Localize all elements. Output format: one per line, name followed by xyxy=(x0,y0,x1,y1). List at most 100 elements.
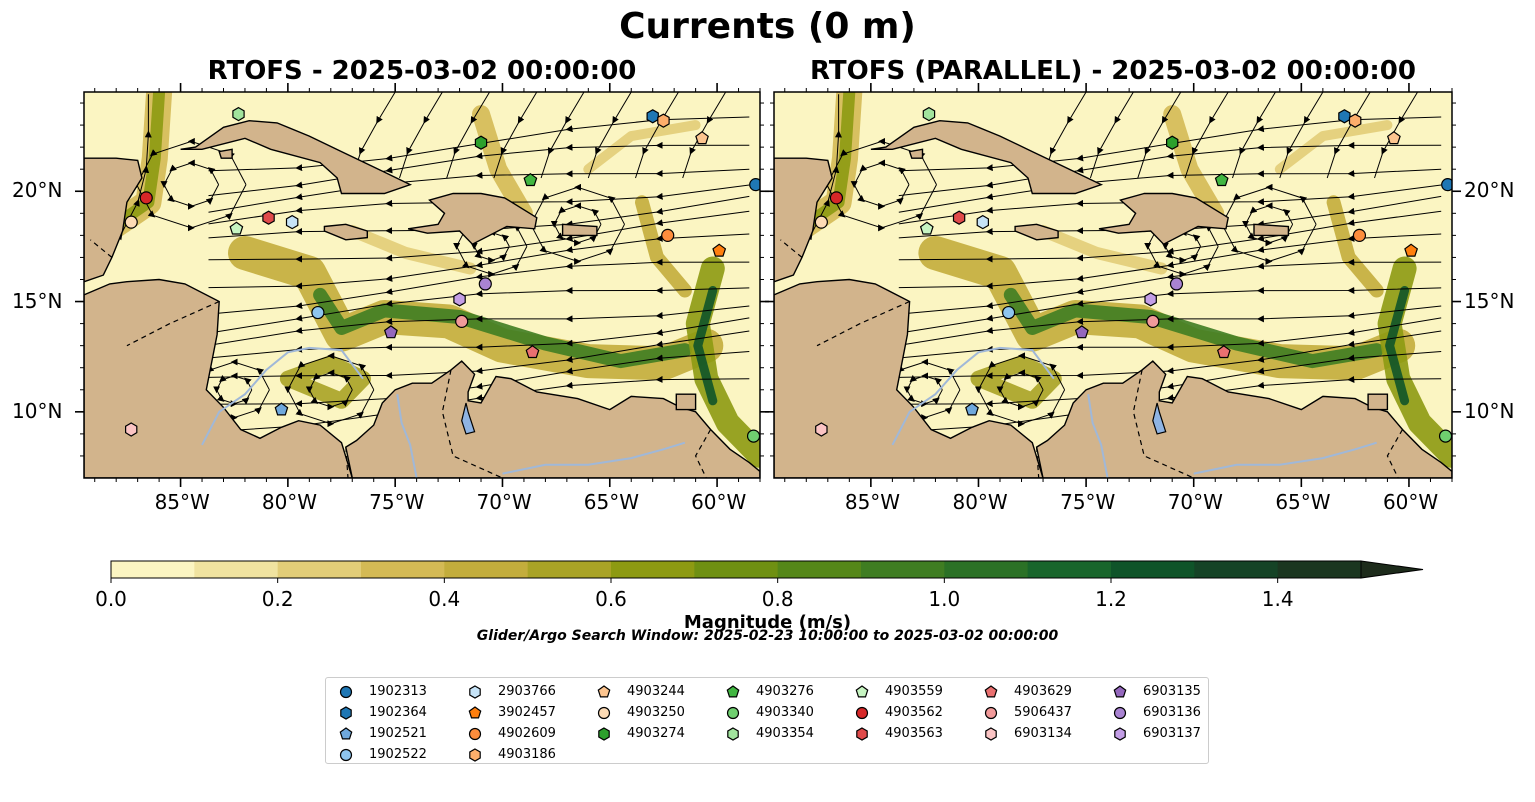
river xyxy=(502,441,686,475)
legend-marker-circle-icon xyxy=(984,706,998,720)
float-marker-3902457 xyxy=(1404,243,1419,257)
legend-label: 5906437 xyxy=(1014,705,1072,720)
current-band xyxy=(1385,286,1410,406)
colorbar-tick-label: 1.0 xyxy=(928,587,961,611)
legend-marker-hexagon-icon xyxy=(1114,727,1126,741)
map-panel-1 xyxy=(75,83,769,487)
legend-label: 4903354 xyxy=(756,726,814,741)
landmass xyxy=(1035,360,1452,478)
legend-marker-circle-icon xyxy=(468,727,482,741)
legend-item-4903562: 4903562 xyxy=(852,703,977,723)
float-marker-4903563 xyxy=(262,210,275,225)
river xyxy=(891,346,1055,446)
float-marker-6903137 xyxy=(453,292,466,307)
x-tick-label: 60°W xyxy=(1382,490,1439,514)
legend-marker-pentagon-icon xyxy=(468,706,482,719)
y-tick-label: 15°N xyxy=(12,288,63,313)
float-marker-4903244 xyxy=(1386,131,1401,145)
legend-marker-hexagon-icon xyxy=(598,727,610,741)
landmass xyxy=(1014,223,1059,241)
y-tick-label: 20°N xyxy=(12,178,63,203)
legend-marker xyxy=(598,727,610,741)
legend-label: 6903134 xyxy=(1014,726,1072,741)
legend: 1902313 1902364 1902521 1902522 2903766 39024… xyxy=(325,677,1209,764)
y-tick-label: 10°N xyxy=(1464,398,1515,423)
x-tick-label: 80°W xyxy=(952,490,1008,514)
landmass xyxy=(407,192,538,246)
float-marker-4903340 xyxy=(1438,429,1452,443)
float-marker-4903559 xyxy=(919,221,934,235)
legend-marker xyxy=(985,727,997,741)
legend-item-4902609: 4902609 xyxy=(465,724,590,744)
legend-marker-hexagon-icon xyxy=(856,727,868,741)
legend-label: 4903629 xyxy=(1014,684,1072,699)
country-border xyxy=(1132,369,1194,478)
legend-marker xyxy=(727,727,739,741)
current-band xyxy=(693,286,718,406)
landmass xyxy=(908,148,924,159)
landmass xyxy=(774,278,1044,478)
colorbar-bin xyxy=(1027,561,1112,578)
float-marker-1902521 xyxy=(965,402,979,416)
float-marker-4903340 xyxy=(746,429,760,443)
colorbar-tick-label: 0.6 xyxy=(595,587,627,611)
legend-item-4903250: 4903250 xyxy=(594,703,719,723)
legend-item-4903563: 4903563 xyxy=(852,724,977,744)
legend-marker-circle-icon xyxy=(726,706,740,720)
land xyxy=(84,119,760,478)
landmass xyxy=(561,223,598,237)
landmass xyxy=(84,278,354,478)
river xyxy=(201,346,364,446)
x-tick-label: 70°W xyxy=(476,490,532,514)
x-tick-label: 60°W xyxy=(691,490,747,514)
legend-item-1902522: 1902522 xyxy=(336,745,461,765)
float-marker-4903563 xyxy=(952,210,966,225)
legend-marker-pentagon-icon xyxy=(726,685,740,698)
y-tick-label: 20°N xyxy=(1464,178,1515,203)
legend-marker xyxy=(984,706,998,720)
legend-marker xyxy=(468,727,482,741)
float-marker-4903274 xyxy=(474,135,488,150)
colorbar-bin xyxy=(1194,561,1279,578)
country-border xyxy=(780,239,803,258)
colorbar-extend-arrow xyxy=(1360,560,1424,579)
legend-item-6903137: 6903137 xyxy=(1110,724,1235,744)
river xyxy=(396,394,418,478)
legend-item-4903340: 4903340 xyxy=(723,703,848,723)
landmass xyxy=(180,119,413,195)
legend-item-3902457: 3902457 xyxy=(465,703,590,723)
float-marker-6903134 xyxy=(125,422,138,437)
landmass xyxy=(345,360,760,478)
landmass xyxy=(84,157,143,283)
river xyxy=(1193,441,1377,475)
legend-label: 4903340 xyxy=(756,705,814,720)
legend-marker-pentagon-icon xyxy=(1113,685,1127,698)
float-marker-6903137 xyxy=(1144,292,1157,307)
x-tick-label: 85°W xyxy=(154,490,210,514)
streamline xyxy=(446,92,491,179)
legend-item-6903135: 6903135 xyxy=(1110,682,1235,702)
colorbar-bin xyxy=(694,561,779,578)
x-tick-label: 75°W xyxy=(369,490,425,514)
streamline xyxy=(1279,92,1324,179)
float-marker-4903562 xyxy=(829,191,844,205)
legend-label: 4903559 xyxy=(885,684,943,699)
float-marker-4902609 xyxy=(661,228,675,242)
legend-label: 1902364 xyxy=(369,705,427,720)
float-marker-4903354 xyxy=(922,106,936,122)
colorbar-bin xyxy=(777,561,862,578)
legend-marker xyxy=(726,685,740,698)
x-tick-label: 85°W xyxy=(844,490,901,514)
legend-label: 4903244 xyxy=(627,684,685,699)
axis-ticks xyxy=(765,83,1461,487)
country-border xyxy=(441,369,503,478)
float-marker-5906437 xyxy=(455,314,469,328)
legend-marker xyxy=(1113,685,1127,698)
landmass xyxy=(1367,393,1389,411)
float-marker-1902522 xyxy=(311,305,325,320)
legend-label: 4903274 xyxy=(627,726,685,741)
streamline xyxy=(635,92,679,179)
float-marker-1902522 xyxy=(1002,305,1016,320)
legend-marker-circle-icon xyxy=(1113,706,1127,720)
legend-marker-circle-icon xyxy=(597,706,611,720)
